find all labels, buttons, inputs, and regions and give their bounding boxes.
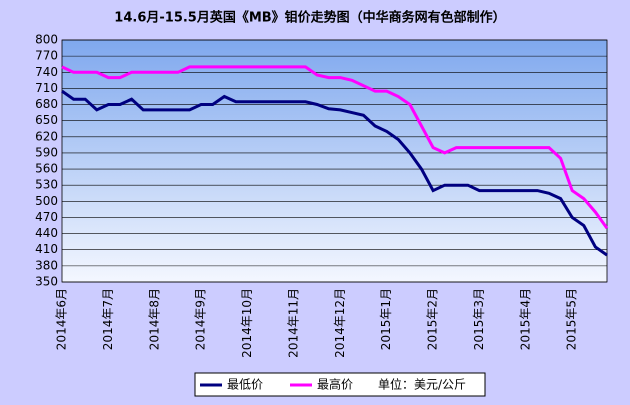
y-tick-label: 680 [35,97,58,111]
y-tick-label: 470 [35,210,58,224]
x-tick-label: 2014年9月 [194,288,208,350]
x-tick-label: 2015年2月 [426,288,440,350]
unit-annotation: 单位：美元/公斤 [378,377,466,392]
plot-area [61,39,608,283]
x-tick-label: 2015年4月 [518,288,532,350]
x-tick-label: 2014年10月 [240,288,254,358]
x-tick-label: 2015年3月 [472,288,486,350]
x-tick-label: 2015年5月 [565,288,579,350]
y-tick-label: 590 [35,145,58,159]
x-tick-label: 2014年8月 [147,288,161,350]
legend-label: 最低价 [227,378,263,392]
legend-label: 最高价 [317,377,353,392]
y-tick-label: 770 [35,49,58,63]
y-tick-label: 440 [35,226,58,240]
x-tick-label: 2014年12月 [333,288,347,358]
y-tick-label: 380 [35,258,58,272]
chart-title: 14.6月-15.5月英国《MB》钼价走势图（中华商务网有色部制作） [114,10,505,26]
x-tick-label: 2014年11月 [286,288,300,358]
legend [194,372,486,397]
y-tick-label: 620 [35,129,58,143]
x-tick-label: 2014年6月 [55,288,69,350]
x-tick-label: 2015年1月 [379,288,393,350]
y-tick-label: 800 [35,33,58,47]
series-line [61,65,609,230]
y-tick-label: 530 [35,178,58,192]
y-tick-label: 710 [35,81,58,95]
y-tick-label: 560 [35,162,58,176]
y-tick-label: 410 [35,242,58,256]
y-tick-label: 500 [35,194,58,208]
y-tick-label: 350 [35,275,58,289]
series-line [61,89,608,257]
y-tick-label: 650 [35,113,58,127]
x-tick-label: 2014年7月 [101,288,115,350]
y-tick-label: 740 [35,65,58,79]
